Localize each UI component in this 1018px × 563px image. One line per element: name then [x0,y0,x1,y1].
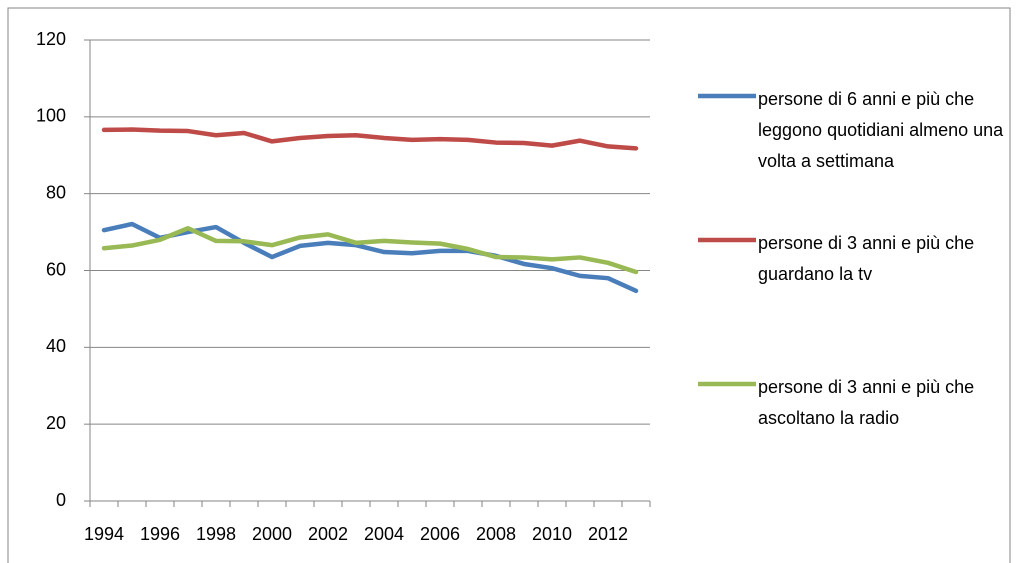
y-tick-label: 20 [46,413,66,433]
series-line [101,127,639,151]
y-tick-label: 100 [36,106,66,126]
chart-border [7,7,1011,563]
x-tick-label: 2010 [532,524,572,544]
y-tick-label: 60 [46,259,66,279]
y-tick-label: 0 [56,490,66,510]
x-tick-label: 2012 [588,524,628,544]
x-tick-label: 2000 [252,524,292,544]
legend-label: persone di 6 anni e più che leggono quot… [758,89,1004,171]
x-tick-label: 1996 [140,524,180,544]
legend-label: persone di 3 anni e più che guardano la … [758,233,975,284]
x-tick-label: 2004 [364,524,404,544]
x-tick-label: 1998 [196,524,236,544]
x-tick-label: 1994 [84,524,124,544]
y-tick-label: 80 [46,182,66,202]
x-tick-label: 2002 [308,524,348,544]
y-tick-label: 40 [46,336,66,356]
x-tick-label: 2008 [476,524,516,544]
legend-label: persone di 3 anni e più che ascoltano la… [758,377,975,428]
series-line [101,225,639,275]
x-tick-label: 2006 [420,524,460,544]
y-tick-label: 120 [36,29,66,49]
